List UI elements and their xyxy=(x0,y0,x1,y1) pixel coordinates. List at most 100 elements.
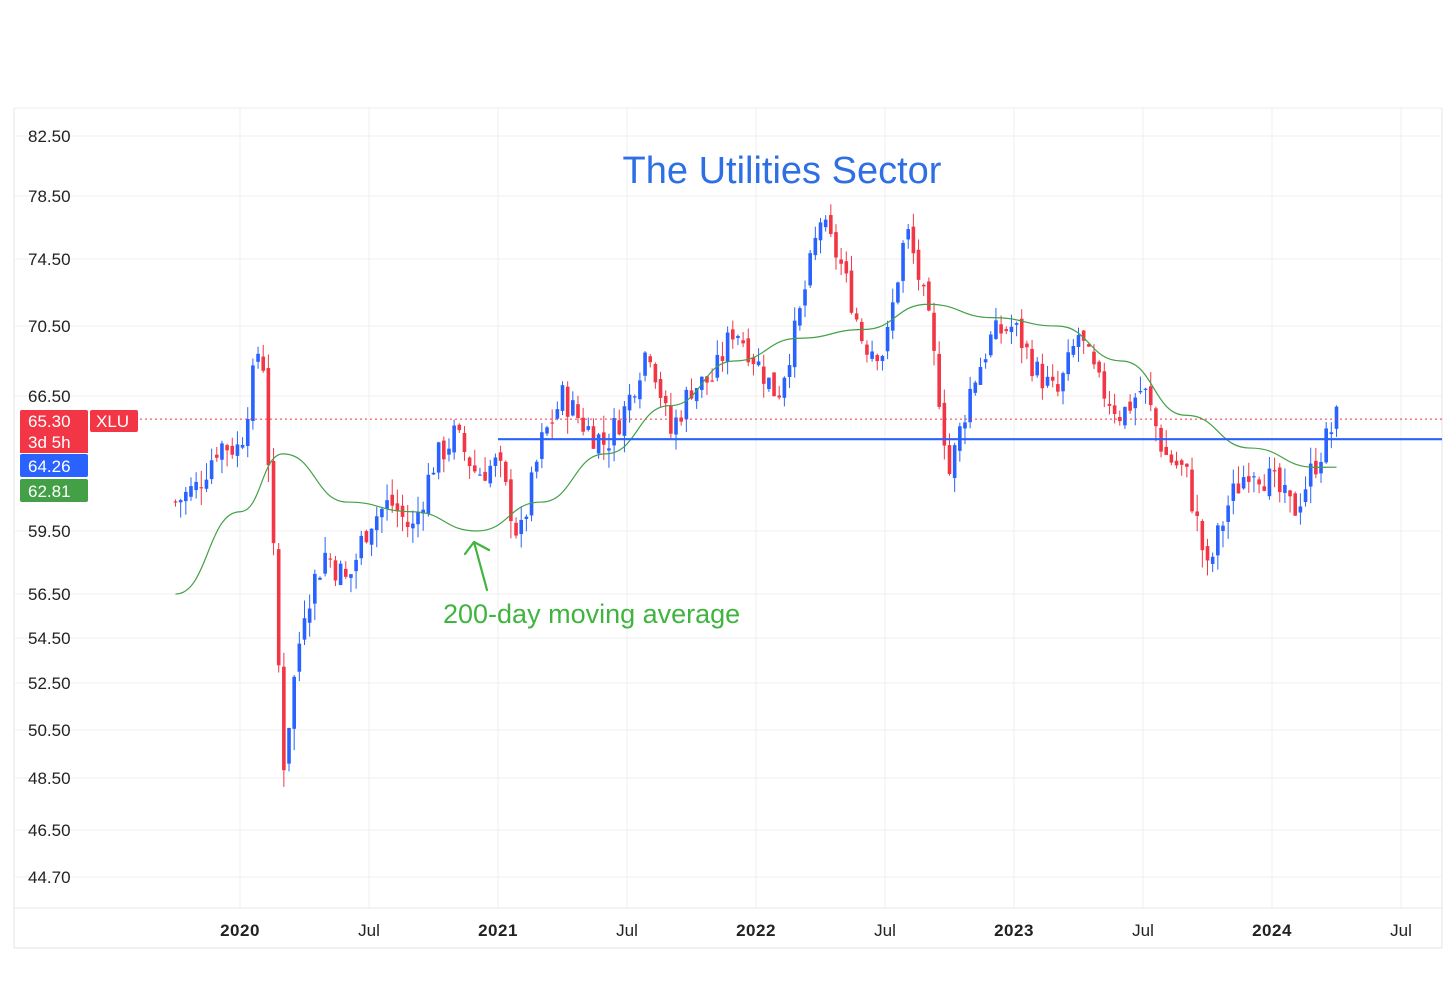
candle-body xyxy=(865,344,869,355)
candle-body xyxy=(916,249,921,280)
y-tick-label: 44.70 xyxy=(28,868,71,887)
timeframe-tag xyxy=(20,431,88,453)
candle-body xyxy=(256,353,260,362)
candle-body xyxy=(1154,408,1158,427)
candle-body xyxy=(204,479,209,489)
candle-body xyxy=(338,563,343,586)
candle-body xyxy=(1288,490,1292,497)
candle-body xyxy=(266,367,271,466)
candle-body xyxy=(627,394,632,411)
candle-body xyxy=(829,215,833,235)
candle-body xyxy=(736,335,740,339)
candle-body xyxy=(1226,505,1230,522)
candle-body xyxy=(1097,361,1101,373)
candle-body xyxy=(173,501,178,503)
candle-body xyxy=(1277,467,1282,493)
candle-body xyxy=(720,356,725,361)
candle-body xyxy=(333,560,338,581)
x-axis: 2020 Jul 2021 Jul 2022 Jul 2023 Jul 2024 Jul xyxy=(220,921,1412,940)
candle-body xyxy=(245,418,250,446)
y-tick-label: 56.50 xyxy=(28,585,71,604)
candle-body xyxy=(674,417,678,435)
x-tick-label: 2021 xyxy=(478,921,518,940)
candle-body xyxy=(287,727,291,764)
candle-body xyxy=(411,523,415,529)
candle-body xyxy=(1050,376,1055,381)
candle-body xyxy=(349,574,353,578)
candle-body xyxy=(416,512,420,525)
candle-body xyxy=(849,270,854,313)
candle-body xyxy=(612,418,616,446)
symbol-label: XLU xyxy=(96,412,129,431)
candle-body xyxy=(751,357,756,365)
candle-body xyxy=(1040,363,1045,389)
candle-body xyxy=(364,531,369,543)
candle-body xyxy=(1185,463,1189,467)
candle-body xyxy=(591,426,596,449)
candle-body xyxy=(261,356,266,371)
candle-body xyxy=(488,465,493,484)
candle-body xyxy=(550,422,554,424)
candle-body xyxy=(1329,432,1334,435)
candle-body xyxy=(483,471,487,481)
candle-body xyxy=(555,409,560,419)
y-tick-label: 46.50 xyxy=(28,821,71,840)
candle-body xyxy=(1293,493,1298,516)
candle-body xyxy=(921,284,926,287)
candle-body xyxy=(235,444,240,456)
candle-body xyxy=(1246,476,1251,482)
candle-body xyxy=(669,406,673,434)
candle-body xyxy=(854,313,859,320)
candle-body xyxy=(1112,405,1117,415)
x-tick-label: Jul xyxy=(616,921,638,940)
candle-body xyxy=(230,445,235,455)
x-tick-label: Jul xyxy=(874,921,896,940)
y-tick-label: 74.50 xyxy=(28,250,71,269)
y-tick-label: 59.50 xyxy=(28,522,71,541)
candle-body xyxy=(1107,403,1112,406)
y-tick-label: 82.50 xyxy=(28,127,71,146)
candle-body xyxy=(571,400,575,416)
candle-body xyxy=(632,396,637,398)
candle-body xyxy=(1092,351,1096,365)
support-price-value: 64.26 xyxy=(28,457,71,476)
candle-body xyxy=(307,608,312,623)
candle-body xyxy=(276,549,281,666)
candle-body xyxy=(251,365,255,422)
candle-body xyxy=(282,666,286,771)
candles xyxy=(173,204,1339,787)
candle-body xyxy=(932,312,936,351)
candle-body xyxy=(839,259,843,264)
candle-body xyxy=(369,528,374,545)
candle-body xyxy=(1035,361,1040,376)
candle-body xyxy=(1123,406,1127,426)
candle-body xyxy=(1221,525,1225,531)
candle-body xyxy=(798,308,802,326)
candle-body xyxy=(390,494,395,506)
moving-average-annotation-text: 200-day moving average xyxy=(443,599,740,629)
chart-title: The Utilities Sector xyxy=(623,150,942,192)
candle-body xyxy=(1267,468,1272,497)
candle-body xyxy=(302,618,307,640)
moving-average-annotation: 200-day moving average xyxy=(443,540,740,629)
candle-body xyxy=(756,361,761,366)
candle-body xyxy=(1087,344,1091,347)
candle-body xyxy=(730,329,735,340)
candle-body xyxy=(1143,388,1148,390)
candle-body xyxy=(1014,323,1019,325)
x-tick-label: Jul xyxy=(1390,921,1412,940)
candle-body xyxy=(1066,352,1070,375)
candle-body xyxy=(1102,371,1107,399)
candle-body xyxy=(1169,454,1174,463)
candle-body xyxy=(937,353,941,407)
candle-body xyxy=(906,229,911,240)
candle-body xyxy=(890,302,895,331)
candle-body xyxy=(875,355,880,362)
candle-body xyxy=(823,219,828,228)
candle-body xyxy=(1252,476,1256,478)
candle-body xyxy=(457,424,462,431)
candle-body xyxy=(988,334,993,356)
candle-body xyxy=(859,321,864,342)
candle-body xyxy=(968,388,972,423)
y-tick-label: 78.50 xyxy=(28,187,71,206)
